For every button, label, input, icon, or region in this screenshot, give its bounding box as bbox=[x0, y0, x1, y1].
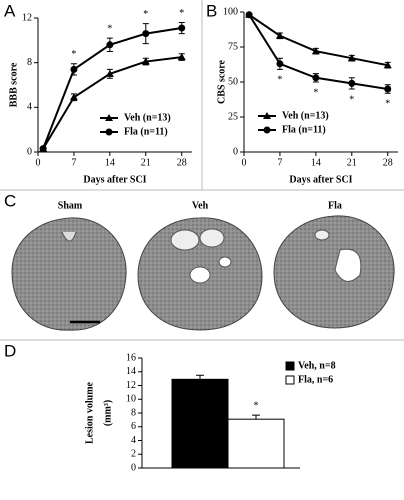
significance: * bbox=[254, 400, 259, 411]
significance: * bbox=[107, 23, 112, 34]
x-tick-label: 7 bbox=[277, 157, 282, 168]
y-axis-unit: (mm³) bbox=[102, 400, 113, 426]
panel-label: D bbox=[4, 341, 16, 360]
series-line bbox=[248, 13, 388, 67]
x-axis-label: Days after SCI bbox=[83, 174, 146, 185]
significance: * bbox=[71, 49, 76, 60]
data-point bbox=[69, 93, 78, 101]
y-tick-label: 4 bbox=[131, 435, 136, 446]
y-tick-label: 16 bbox=[126, 352, 136, 363]
y-tick-label: 10 bbox=[126, 394, 136, 405]
y-tick-label: 50 bbox=[228, 76, 238, 87]
data-point bbox=[39, 145, 47, 153]
x-tick-label: 28 bbox=[177, 157, 187, 168]
y-tick-label: 4 bbox=[27, 102, 32, 113]
legend-label: Veh (n=13) bbox=[124, 112, 171, 123]
data-point bbox=[142, 30, 150, 38]
significance: * bbox=[349, 94, 354, 105]
legend-label: Fla (n=11) bbox=[282, 124, 326, 135]
y-axis-label: CBS score bbox=[216, 59, 227, 104]
x-tick-label: 0 bbox=[242, 157, 247, 168]
significance: * bbox=[385, 98, 390, 109]
data-point bbox=[106, 41, 114, 49]
legend-marker bbox=[105, 128, 113, 136]
significance: * bbox=[313, 87, 318, 98]
significance: * bbox=[179, 8, 184, 19]
y-tick-label: 12 bbox=[22, 12, 32, 23]
data-point bbox=[177, 53, 186, 61]
y-tick-label: 0 bbox=[233, 146, 238, 157]
y-tick-label: 6 bbox=[131, 421, 136, 432]
x-axis-label: Days after SCI bbox=[289, 174, 352, 185]
data-point bbox=[276, 60, 284, 68]
panel-label: A bbox=[4, 1, 16, 20]
significance: * bbox=[277, 75, 282, 86]
y-tick-label: 12 bbox=[126, 380, 136, 391]
data-point bbox=[245, 11, 253, 19]
y-tick-label: 0 bbox=[131, 462, 136, 473]
y-tick-label: 0 bbox=[27, 146, 32, 157]
x-tick-label: 14 bbox=[105, 157, 115, 168]
significance: * bbox=[143, 9, 148, 20]
image-title: Veh bbox=[192, 200, 209, 211]
x-tick-label: 0 bbox=[36, 157, 41, 168]
y-tick-label: 2 bbox=[131, 449, 136, 460]
data-point bbox=[178, 24, 186, 32]
image-title: Fla bbox=[328, 200, 342, 211]
legend-swatch bbox=[285, 375, 295, 385]
panel-label: B bbox=[206, 1, 217, 20]
image-title: Sham bbox=[58, 200, 83, 211]
legend-marker bbox=[105, 114, 113, 121]
legend-marker bbox=[263, 126, 271, 134]
bar bbox=[171, 378, 229, 469]
data-point bbox=[348, 79, 356, 87]
data-point bbox=[311, 47, 320, 55]
y-tick-label: 8 bbox=[27, 57, 32, 68]
y-tick-label: 14 bbox=[126, 366, 136, 377]
data-point bbox=[312, 74, 320, 82]
y-tick-label: 25 bbox=[228, 111, 238, 122]
x-tick-label: 7 bbox=[71, 157, 76, 168]
data-point bbox=[383, 61, 392, 69]
tissue-section bbox=[273, 215, 395, 329]
bar bbox=[227, 418, 285, 469]
y-tick-label: 8 bbox=[131, 407, 136, 418]
legend-label: Veh (n=13) bbox=[282, 110, 329, 121]
data-point bbox=[105, 69, 114, 77]
tissue-section bbox=[137, 217, 263, 331]
y-axis-label: BBB score bbox=[8, 62, 19, 107]
x-tick-label: 14 bbox=[311, 157, 321, 168]
y-axis-label: Lesion volume bbox=[84, 381, 95, 444]
data-point bbox=[70, 65, 78, 73]
tissue-section bbox=[11, 217, 127, 331]
x-tick-label: 21 bbox=[347, 157, 357, 168]
data-point bbox=[347, 54, 356, 62]
legend-marker bbox=[263, 112, 271, 119]
data-point bbox=[275, 31, 284, 39]
panel-label: C bbox=[4, 191, 16, 210]
x-tick-label: 28 bbox=[383, 157, 393, 168]
legend-swatch bbox=[285, 361, 295, 371]
y-tick-label: 75 bbox=[228, 41, 238, 52]
error-bar bbox=[252, 414, 260, 420]
y-tick-label: 100 bbox=[223, 6, 238, 17]
data-point bbox=[141, 57, 150, 65]
legend-label: Veh, n=8 bbox=[298, 360, 336, 371]
x-tick-label: 21 bbox=[141, 157, 151, 168]
data-point bbox=[384, 85, 392, 93]
legend-label: Fla (n=11) bbox=[124, 126, 168, 137]
legend-label: Fla, n=6 bbox=[298, 374, 333, 385]
error-bar bbox=[196, 374, 204, 380]
